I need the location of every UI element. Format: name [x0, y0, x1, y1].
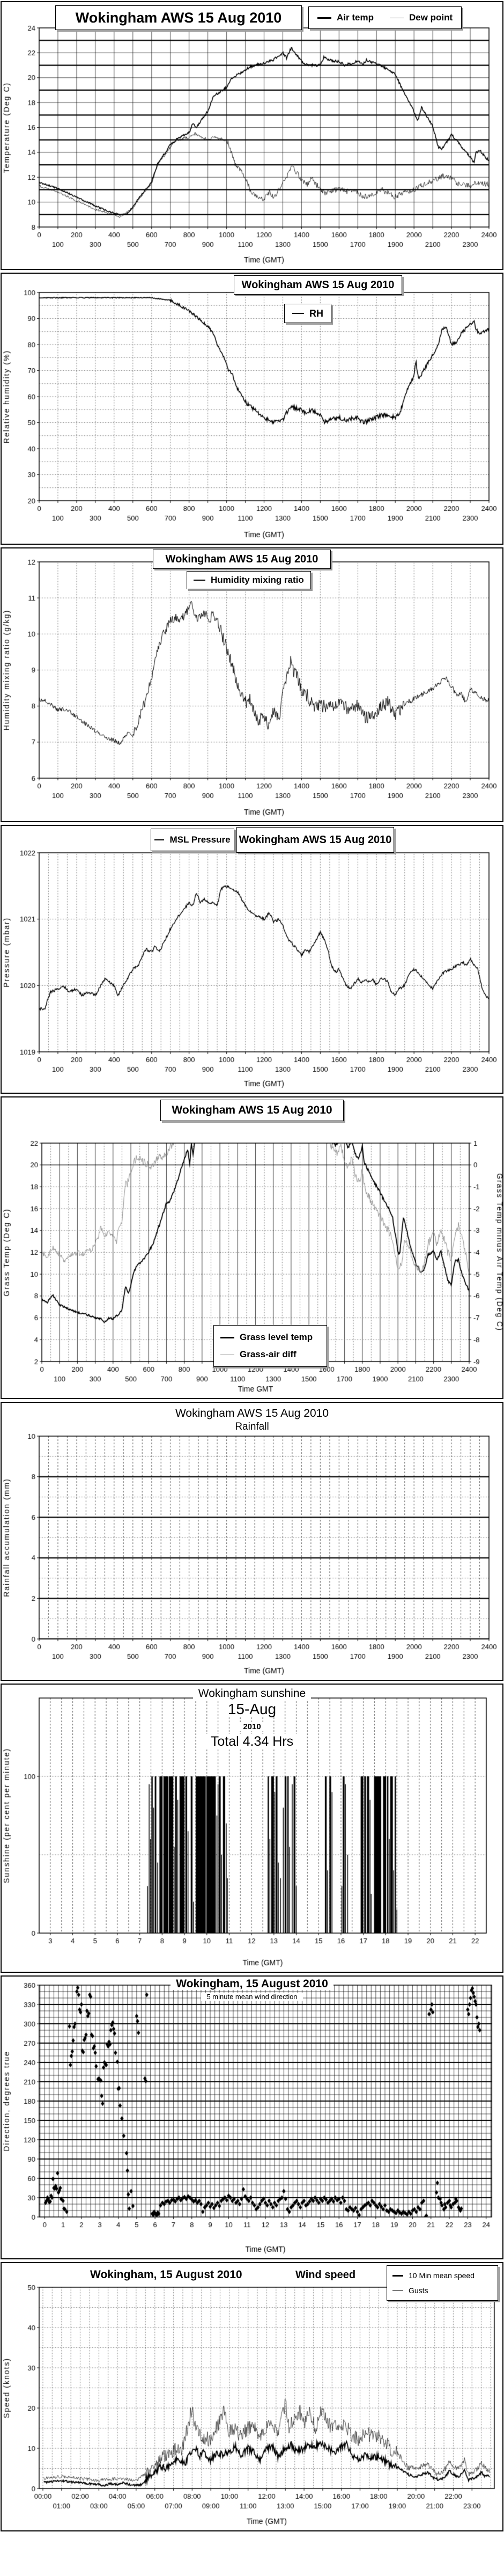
wind-speed-legend: 10 Min mean speed Gusts [387, 2265, 498, 2301]
air-temp-legend-label: Air temp [337, 12, 374, 23]
mixing-ratio-line-sample [194, 580, 205, 581]
grass-temp-legend: Grass level temp Grass-air diff [213, 1325, 327, 1367]
grass-temp-legend-label: Grass level temp [240, 1332, 313, 1342]
mixing-ratio-plot-canvas [2, 548, 502, 819]
grass-temp-line-sample [220, 1336, 234, 1338]
chart-panel-pressure: MSL Pressure Wokingham AWS 15 Aug 2010 [1, 825, 503, 1094]
chart-panel-rh: Wokingham AWS 15 Aug 2010 RH [1, 273, 503, 545]
rh-legend: RH [284, 304, 331, 323]
rainfall-plot-canvas [2, 1403, 502, 1678]
grass-temp-chart-title: Wokingham AWS 15 Aug 2010 [160, 1100, 344, 1121]
mixing-ratio-legend-label: Humidity mixing ratio [211, 575, 304, 585]
gusts-legend-label: Gusts [409, 2286, 428, 2295]
mean-speed-legend-label: 10 Min mean speed [409, 2271, 475, 2280]
mixing-ratio-chart-title: Wokingham AWS 15 Aug 2010 [153, 550, 331, 569]
wind-direction-plot-canvas [2, 1977, 502, 2256]
air-temp-line-sample [317, 17, 331, 19]
wind-speed-plot-canvas [2, 2263, 502, 2528]
wind-speed-chart-title: Wokingham, 15 August 2010 [90, 2268, 242, 2281]
air-temp-legend: Air temp Dew point [308, 6, 462, 29]
rh-legend-label: RH [309, 308, 323, 319]
dew-point-legend-label: Dew point [409, 12, 453, 23]
pressure-chart-title: Wokingham AWS 15 Aug 2010 [236, 827, 394, 853]
air-temp-plot-canvas [2, 2, 502, 267]
pressure-legend-label: MSL Pressure [169, 835, 231, 845]
chart-panel-wind-direction: Wokingham, 15 August 2010 5 minute mean … [1, 1975, 503, 2259]
air-temp-chart-title: Wokingham AWS 15 Aug 2010 [55, 5, 302, 30]
chart-panel-mixing-ratio: Wokingham AWS 15 Aug 2010 Humidity mixin… [1, 547, 503, 822]
mixing-ratio-legend: Humidity mixing ratio [187, 571, 311, 589]
chart-panel-grass-temp: Wokingham AWS 15 Aug 2010 Grass level te… [1, 1096, 503, 1399]
pressure-legend: MSL Pressure [151, 829, 234, 851]
chart-panel-wind-speed: Wokingham, 15 August 2010 Wind speed 10 … [1, 2262, 503, 2531]
rh-chart-title: Wokingham AWS 15 Aug 2010 [234, 275, 402, 295]
grass-air-diff-legend-label: Grass-air diff [240, 1349, 297, 1359]
rh-line-sample [292, 313, 304, 314]
chart-panel-rainfall: Wokingham AWS 15 Aug 2010 Rainfall [1, 1402, 503, 1681]
wind-speed-chart-title-right: Wind speed [295, 2269, 356, 2281]
pressure-plot-canvas [2, 826, 502, 1091]
rh-plot-canvas [2, 274, 502, 541]
chart-panel-sunshine: Wokingham sunshine 15-Aug 2010 Total 4.3… [1, 1684, 503, 1973]
chart-panel-air-temp: Wokingham AWS 15 Aug 2010 Air temp Dew p… [1, 1, 503, 270]
mean-speed-line-sample [392, 2274, 403, 2277]
gusts-line-sample [392, 2290, 403, 2291]
pressure-line-sample [154, 839, 165, 840]
sunshine-plot-canvas [2, 1685, 502, 1970]
